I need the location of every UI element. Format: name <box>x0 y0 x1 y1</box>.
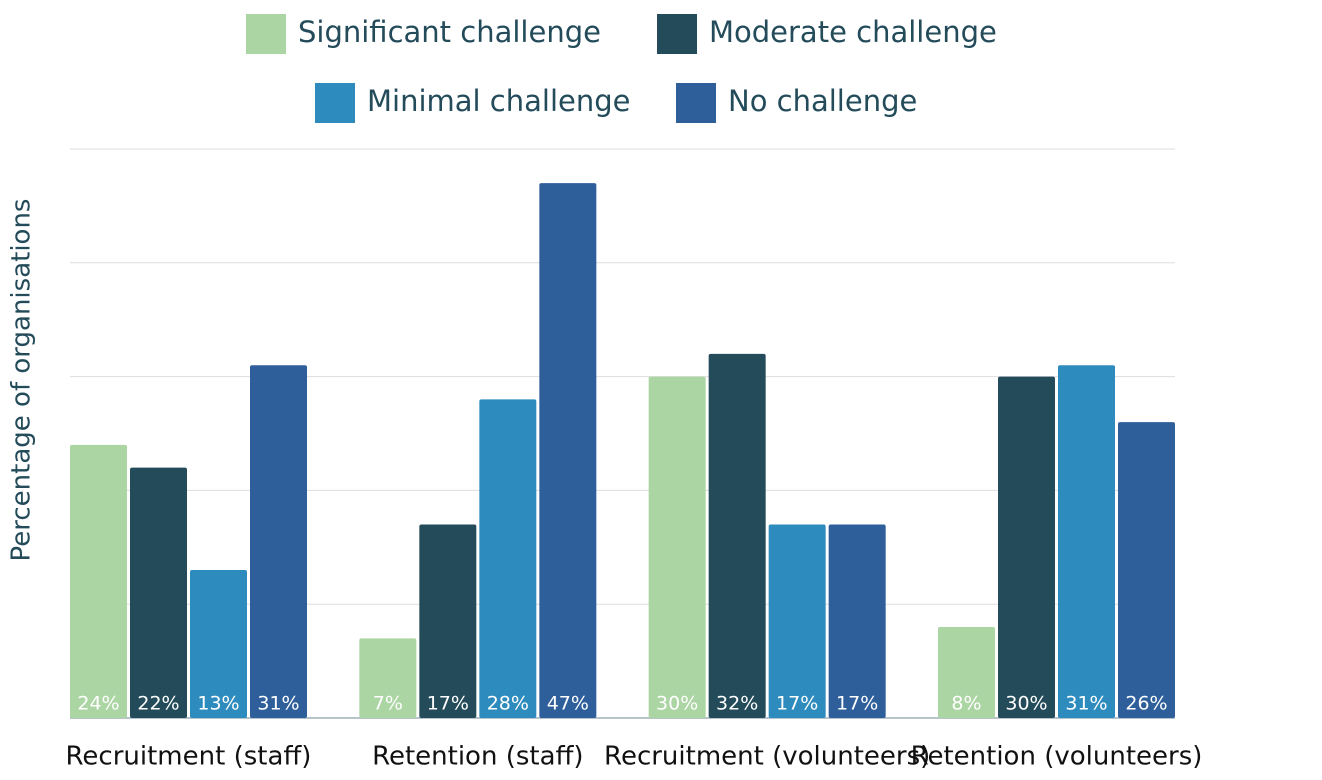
bar <box>998 376 1055 718</box>
data-label: 47% <box>547 693 589 715</box>
bar <box>479 399 537 718</box>
bar <box>419 524 477 718</box>
bar <box>130 467 187 718</box>
data-label: 7% <box>373 693 403 715</box>
legend-label: Minimal challenge <box>367 84 631 118</box>
data-label: 22% <box>137 693 179 715</box>
bar <box>190 570 247 718</box>
data-label: 8% <box>951 693 981 715</box>
x-tick-label: Retention (staff) <box>372 742 584 772</box>
bar <box>250 365 307 718</box>
legend-swatch <box>657 14 697 54</box>
bar <box>708 353 766 718</box>
x-tick-label: Retention (volunteers) <box>911 742 1203 772</box>
bar <box>1118 422 1175 718</box>
y-axis-label: Percentage of organisations <box>7 199 37 562</box>
data-label: 17% <box>427 693 469 715</box>
data-label: 24% <box>77 693 119 715</box>
bar <box>539 183 597 718</box>
bar <box>648 376 706 718</box>
data-label: 31% <box>1065 693 1107 715</box>
legend-label: Moderate challenge <box>709 15 997 49</box>
data-label: 28% <box>487 693 529 715</box>
data-label: 31% <box>257 693 299 715</box>
legend-label: Significant challenge <box>298 15 601 49</box>
bar <box>938 626 995 718</box>
bar <box>359 638 417 718</box>
legend-label: No challenge <box>728 84 917 118</box>
data-label: 17% <box>836 693 878 715</box>
x-tick-label: Recruitment (staff) <box>66 742 312 772</box>
bar <box>828 524 886 718</box>
bar <box>768 524 826 718</box>
legend-swatch <box>676 83 716 123</box>
legend-swatch <box>246 14 286 54</box>
data-label: 32% <box>716 693 758 715</box>
data-label: 17% <box>776 693 818 715</box>
bar <box>1058 365 1115 718</box>
legend-swatch <box>315 83 355 123</box>
data-label: 30% <box>1005 693 1047 715</box>
bar <box>70 444 127 718</box>
data-label: 26% <box>1125 693 1167 715</box>
x-tick-label: Recruitment (volunteers) <box>604 742 930 772</box>
data-label: 13% <box>197 693 239 715</box>
data-label: 30% <box>656 693 698 715</box>
